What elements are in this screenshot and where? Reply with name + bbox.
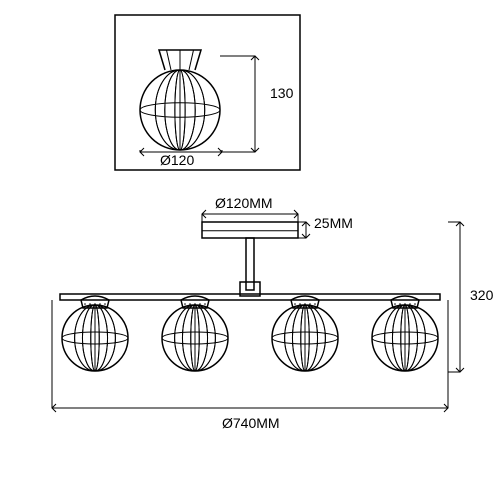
canopy-height-label: 25MM <box>314 215 353 231</box>
detail-diameter-label: Ø120 <box>160 152 194 168</box>
fixture-drawing: Ø120MM 25MM 320 Ø740MM <box>52 195 494 431</box>
fixture-width-label: Ø740MM <box>222 415 280 431</box>
detail-height-label: 130 <box>270 85 294 101</box>
canopy-width-label: Ø120MM <box>215 195 273 211</box>
fixture-height-label: 320 <box>470 287 494 303</box>
globe-detail: Ø120 130 <box>115 15 300 170</box>
technical-drawing: Ø120 130 Ø120MM 25MM 320 Ø740MM <box>0 0 500 500</box>
